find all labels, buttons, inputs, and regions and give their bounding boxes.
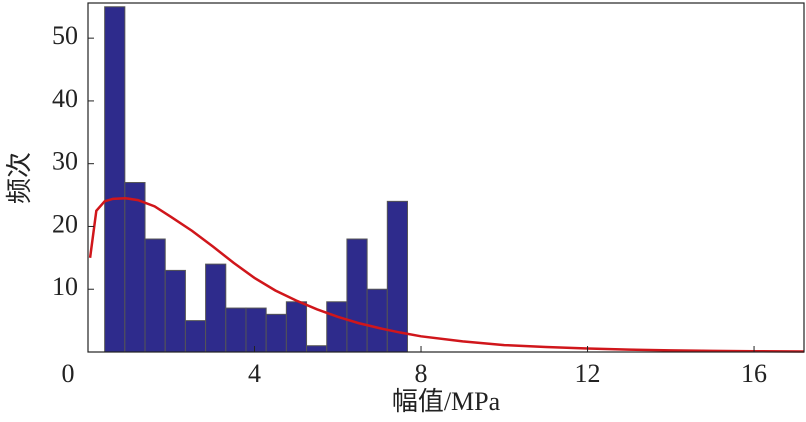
- bar: [184, 320, 207, 353]
- bar: [285, 301, 308, 353]
- x-tick-label: 4: [248, 359, 261, 388]
- x-axis-label: 幅值/MPa: [392, 387, 501, 416]
- bar: [144, 238, 166, 353]
- plot-frame: [87, 2, 805, 353]
- y-tick-label: 50: [52, 21, 78, 50]
- bar: [265, 313, 287, 353]
- y-axis-label: 频次: [5, 152, 34, 204]
- bar: [326, 301, 348, 353]
- x-tick-label: 16: [741, 359, 767, 388]
- bar: [124, 182, 146, 353]
- bar: [225, 307, 247, 353]
- bar: [346, 238, 368, 353]
- x-tick-label: 0: [62, 359, 75, 388]
- y-tick-label: 10: [52, 272, 78, 301]
- bar: [245, 307, 267, 353]
- bar: [164, 269, 186, 353]
- bar: [104, 6, 126, 353]
- y-tick-label: 30: [52, 147, 78, 176]
- fit-curve: [88, 196, 805, 353]
- y-tick-label: 40: [52, 84, 78, 113]
- y-tick-label: 20: [52, 209, 78, 238]
- x-tick-label: 12: [575, 359, 601, 388]
- bar: [366, 288, 388, 353]
- bar: [306, 345, 328, 353]
- bar: [205, 263, 227, 353]
- x-tick-label: 8: [415, 359, 428, 388]
